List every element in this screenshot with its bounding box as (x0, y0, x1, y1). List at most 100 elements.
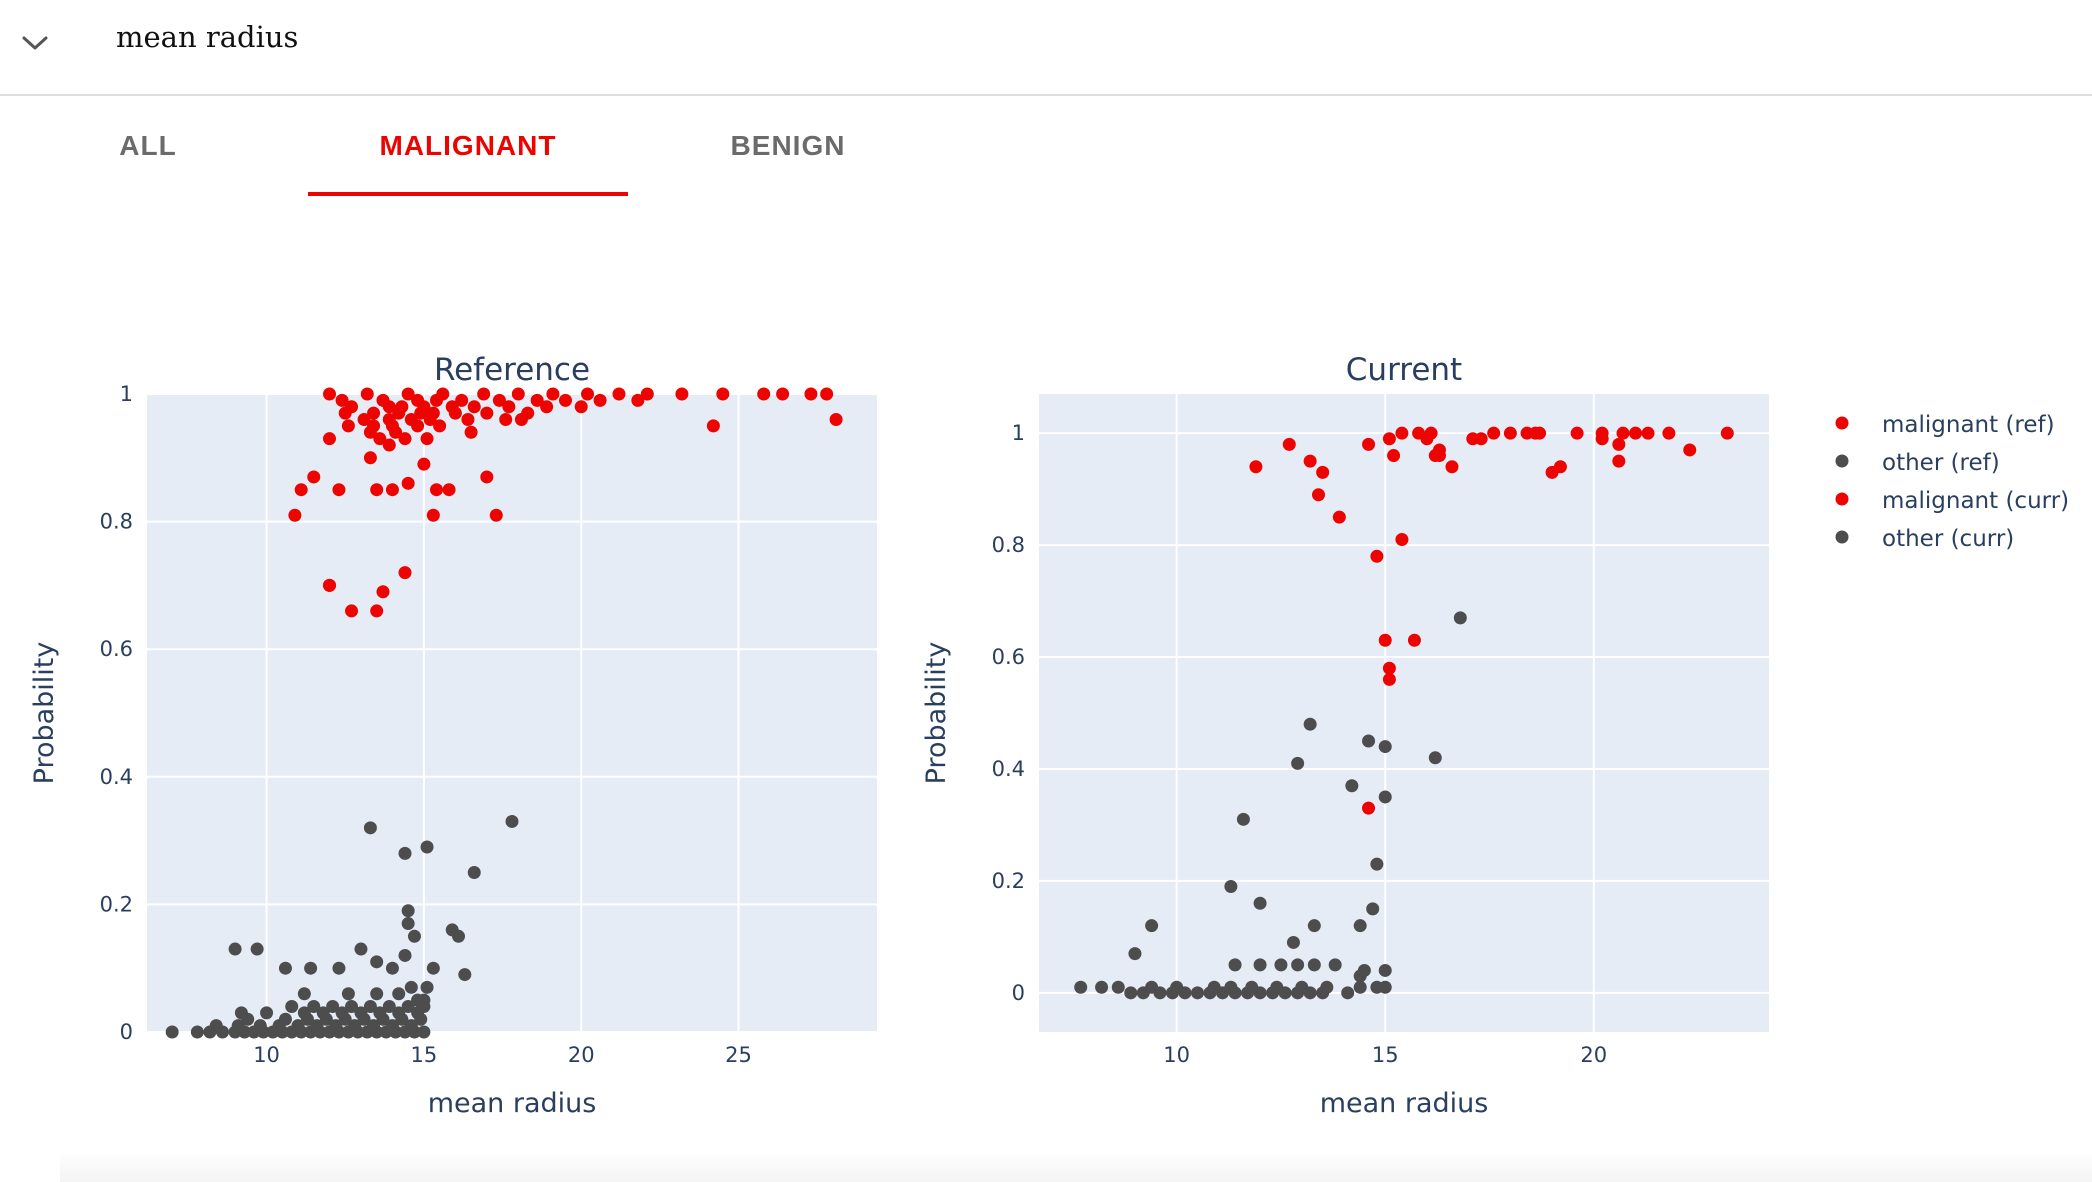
data-point (297, 987, 311, 1001)
data-point (1236, 812, 1250, 826)
plot-current: 10 15 20 0 0.2 0.4 0.6 0.8 1 Current mean radius Pr… (921, 352, 1769, 1119)
data-point (420, 840, 434, 854)
data-point (480, 470, 494, 484)
data-point (253, 1019, 267, 1033)
data-point (345, 604, 359, 618)
data-point (398, 948, 412, 962)
data-point (1328, 958, 1342, 972)
data-point (250, 942, 264, 956)
data-point (382, 438, 396, 452)
data-point (1616, 426, 1630, 440)
tab-all[interactable]: ALL (119, 130, 177, 161)
legend-label: other (curr) (1882, 526, 2014, 552)
x-tick-label: 15 (1372, 1043, 1399, 1067)
data-point (373, 432, 387, 446)
y-tick-label: 0.2 (100, 892, 133, 916)
y-tick-label: 0.4 (100, 765, 133, 789)
data-point (1387, 449, 1401, 463)
legend: malignant (ref) other (ref) malignant (cur… (1835, 412, 2069, 552)
data-point (407, 929, 421, 943)
data-point (829, 413, 843, 427)
data-point (612, 387, 626, 401)
data-point (1170, 980, 1184, 994)
feature-title: mean radius (116, 20, 299, 54)
series-malignant-ref (288, 387, 843, 618)
data-point (370, 987, 384, 1001)
data-point (499, 413, 513, 427)
data-point (417, 1025, 431, 1039)
data-point (1662, 426, 1676, 440)
data-point (1245, 980, 1259, 994)
data-point (757, 387, 771, 401)
data-point (1528, 426, 1542, 440)
data-point (385, 961, 399, 975)
data-point (1320, 980, 1334, 994)
data-point (1345, 779, 1359, 793)
data-point (376, 585, 390, 599)
data-point (1370, 549, 1384, 563)
data-point (1307, 919, 1321, 933)
plot-background (1039, 394, 1769, 1032)
data-point (458, 968, 472, 982)
tab-malignant[interactable]: MALIGNANT (308, 96, 628, 196)
data-point (1453, 611, 1467, 625)
chevron-down-icon[interactable] (18, 26, 52, 60)
data-point (329, 1019, 343, 1033)
data-point (398, 566, 412, 580)
legend-label: other (ref) (1882, 450, 2000, 476)
data-point (323, 387, 336, 401)
data-point (477, 387, 491, 401)
data-point (1274, 958, 1288, 972)
data-point (530, 393, 544, 407)
tab-benign[interactable]: BENIGN (730, 130, 846, 161)
data-point (401, 917, 415, 931)
data-point (420, 432, 434, 446)
data-point (304, 961, 318, 975)
data-point (706, 419, 720, 433)
data-point (1303, 717, 1317, 731)
tab-bar: ALL MALIGNANT BENIGN (0, 96, 2092, 196)
data-point (1595, 432, 1609, 446)
data-point (332, 483, 346, 497)
data-point (716, 387, 730, 401)
data-point (354, 1006, 368, 1020)
data-point (1407, 633, 1421, 647)
data-point (401, 904, 415, 918)
data-point (1145, 980, 1159, 994)
data-point (1191, 986, 1205, 1000)
data-point (426, 508, 440, 522)
data-point (480, 406, 494, 420)
data-point (1683, 443, 1697, 457)
data-point (389, 425, 403, 439)
data-point (1395, 533, 1409, 547)
data-point (593, 393, 607, 407)
data-point (165, 1025, 179, 1039)
data-point (1570, 426, 1584, 440)
data-point (1282, 437, 1296, 451)
data-point (367, 406, 381, 420)
feature-header: mean radius (0, 0, 2092, 96)
data-point (411, 419, 425, 433)
data-point (423, 413, 437, 427)
data-point (1253, 958, 1267, 972)
data-point (1378, 980, 1392, 994)
data-point (209, 1019, 223, 1033)
data-point (1612, 437, 1626, 451)
y-axis-label: Probability (29, 642, 60, 785)
data-point (461, 413, 475, 427)
data-point (1420, 432, 1434, 446)
data-point (1445, 460, 1459, 474)
data-point (335, 393, 349, 407)
data-point (1249, 460, 1263, 474)
data-point (285, 999, 299, 1013)
data-point (448, 406, 462, 420)
data-point (338, 406, 352, 420)
data-point (392, 406, 406, 420)
data-point (1124, 986, 1138, 1000)
data-point (307, 470, 321, 484)
data-point (1362, 801, 1376, 815)
data-point (505, 814, 519, 828)
data-point (414, 406, 428, 420)
data-point (820, 387, 834, 401)
